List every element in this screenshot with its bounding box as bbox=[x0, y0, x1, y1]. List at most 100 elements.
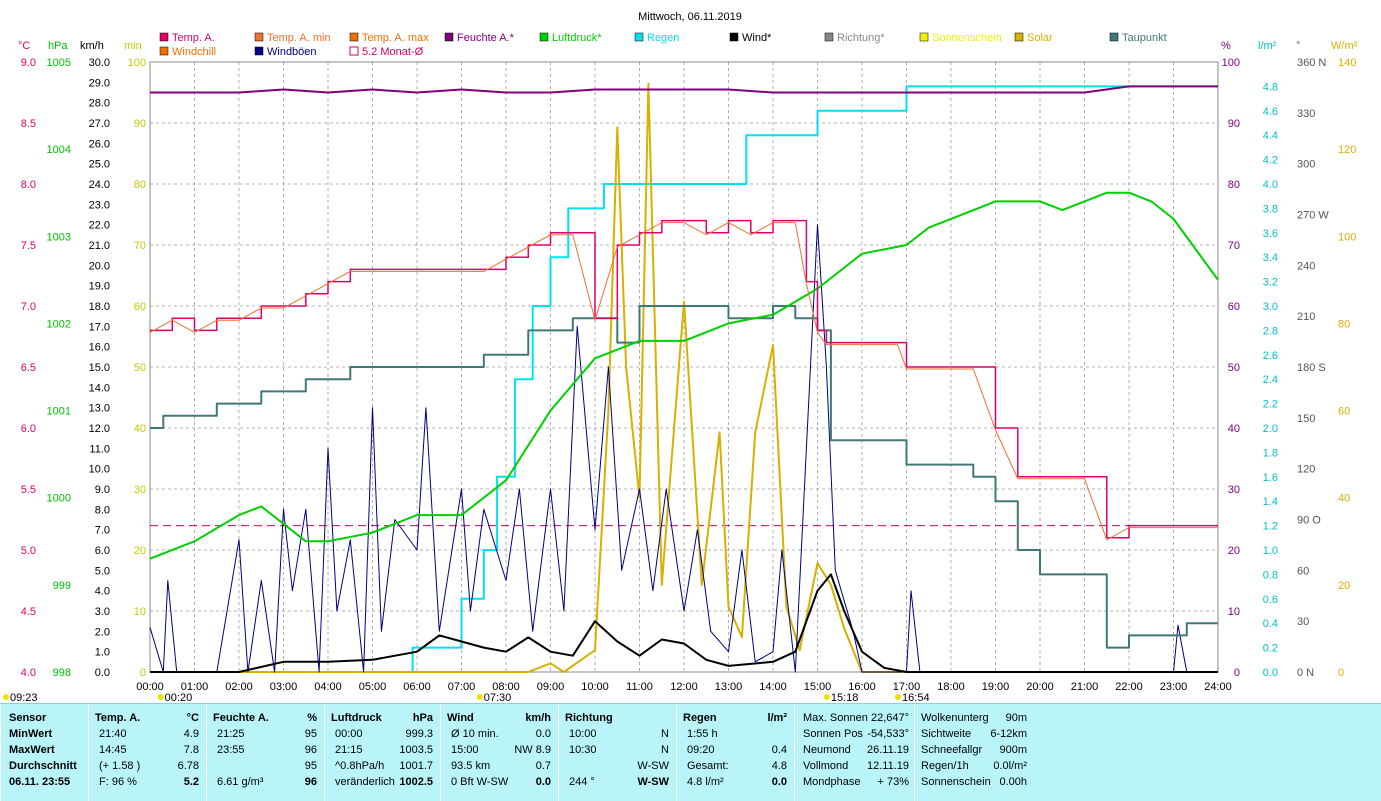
hpa-tick: 1004 bbox=[47, 144, 71, 156]
time-tick: 11:00 bbox=[626, 681, 653, 693]
kmh-tick: 26.0 bbox=[89, 138, 110, 150]
legend-swatch bbox=[824, 32, 834, 42]
min-tick: 10 bbox=[134, 606, 146, 618]
rain-tick: 2.0 bbox=[1263, 423, 1278, 435]
stats-row-label: MinWert bbox=[9, 728, 53, 740]
kmh-tick: 20.0 bbox=[89, 260, 110, 272]
kmh-tick: 3.0 bbox=[95, 606, 110, 618]
sun-icon bbox=[895, 694, 902, 700]
legend-label: Luftdruck* bbox=[552, 32, 602, 44]
min-tick: 90 bbox=[134, 118, 146, 130]
legend-label: 5.2 Monat-Ø bbox=[362, 46, 424, 58]
rain-tick: 4.4 bbox=[1263, 130, 1278, 142]
stats-value: 21:40 bbox=[99, 728, 127, 740]
kmh-tick: 25.0 bbox=[89, 159, 110, 171]
solar-tick: 40 bbox=[1338, 493, 1350, 505]
percent-tick: 0 bbox=[1234, 667, 1240, 679]
stats-value: 12.11.19 bbox=[866, 760, 909, 772]
stats-sonne: Max. Sonnen 22,647° Sonnen Pos -54,533° Neum… bbox=[794, 704, 915, 801]
direction-tick: 30 bbox=[1297, 616, 1309, 628]
stats-wind: Wind km/h Ø 10 min. 0.0 15:00 NW 8.9 93.5 km 0.… bbox=[440, 704, 559, 801]
stats-value: Max. Sonnen bbox=[803, 712, 868, 724]
stats-value: 95 bbox=[304, 728, 317, 740]
stats-value: -54,533° bbox=[867, 728, 909, 740]
rain-tick: 1.4 bbox=[1263, 496, 1278, 508]
kmh-tick: 11.0 bbox=[89, 443, 110, 455]
celsius-tick: 4.5 bbox=[21, 606, 36, 618]
time-tick: 12:00 bbox=[670, 681, 698, 693]
sun-markers: 09:23 00:20 07:30 15:18 16:54 bbox=[3, 692, 930, 703]
time-tick: 05:00 bbox=[359, 681, 387, 693]
legend-label: Temp. A. bbox=[172, 32, 215, 44]
min-tick: 100 bbox=[128, 57, 146, 69]
legend-swatch bbox=[539, 32, 549, 42]
stats-value: 999.3 bbox=[405, 728, 433, 740]
min-tick: 20 bbox=[134, 545, 146, 557]
kmh-tick: 9.0 bbox=[95, 484, 110, 496]
stats-header: Temp. A. bbox=[95, 712, 141, 724]
stats-row-label: MaxWert bbox=[9, 744, 55, 756]
stats-value: 0.0 bbox=[535, 728, 551, 740]
rain-tick: 0.2 bbox=[1263, 643, 1278, 655]
kmh-tick: 4.0 bbox=[95, 586, 110, 598]
unit-wm2: W/m² bbox=[1331, 40, 1358, 52]
time-tick: 24:00 bbox=[1204, 681, 1232, 693]
rain-tick: 2.8 bbox=[1263, 325, 1278, 337]
stats-value: 1001.7 bbox=[399, 760, 433, 772]
stats-header: Sensor bbox=[9, 712, 47, 724]
solar-tick: 20 bbox=[1338, 580, 1350, 592]
solar-tick: 120 bbox=[1338, 144, 1356, 156]
time-tick: 10:00 bbox=[581, 681, 609, 693]
time-tick: 00:00 bbox=[136, 681, 164, 693]
legend-swatch bbox=[1014, 32, 1024, 42]
unit-deg: ° bbox=[1296, 40, 1300, 52]
stats-value: 4.8 l/m² bbox=[687, 776, 724, 788]
rain-tick: 4.2 bbox=[1263, 155, 1278, 167]
sun-time-label: 09:23 bbox=[10, 692, 38, 703]
stats-value: Sonnen Pos bbox=[803, 728, 863, 740]
series-wind bbox=[150, 573, 1218, 673]
axis-units: °C hPa km/h min% l/m² ° W/m² bbox=[18, 40, 1358, 52]
percent-tick: 80 bbox=[1228, 179, 1240, 191]
sun-time-label: 16:54 bbox=[902, 692, 930, 703]
rain-tick: 4.6 bbox=[1263, 106, 1278, 118]
direction-tick: 330 bbox=[1297, 108, 1315, 120]
series-luftdruck bbox=[149, 191, 1219, 560]
unit-min: min bbox=[124, 40, 142, 52]
percent-tick: 30 bbox=[1228, 484, 1240, 496]
rain-tick: 4.0 bbox=[1263, 179, 1278, 191]
kmh-tick: 15.0 bbox=[89, 362, 110, 374]
stats-value: 7.8 bbox=[183, 744, 199, 756]
stats-unit: % bbox=[307, 712, 317, 724]
hpa-tick: 1001 bbox=[47, 406, 71, 418]
direction-tick: 60 bbox=[1297, 565, 1309, 577]
time-tick: 07:00 bbox=[448, 681, 476, 693]
stats-value: 90m bbox=[1005, 712, 1027, 724]
kmh-tick: 23.0 bbox=[89, 199, 110, 211]
rain-tick: 1.2 bbox=[1263, 521, 1278, 533]
solar-tick: 0 bbox=[1338, 667, 1344, 679]
rain-tick: 1.6 bbox=[1263, 472, 1278, 484]
kmh-tick: 7.0 bbox=[95, 525, 110, 537]
axes: 9.08.58.07.57.06.56.05.55.04.54.01005100… bbox=[21, 57, 1357, 693]
legend-label: Taupunkt bbox=[1122, 32, 1167, 44]
stats-unit: °C bbox=[186, 712, 199, 724]
time-tick: 04:00 bbox=[314, 681, 342, 693]
direction-tick: 270 W bbox=[1297, 210, 1329, 222]
celsius-tick: 5.0 bbox=[21, 545, 36, 557]
hpa-tick: 1005 bbox=[47, 57, 71, 69]
rain-tick: 0.6 bbox=[1263, 594, 1278, 606]
rain-tick: 3.4 bbox=[1263, 252, 1278, 264]
solar-tick: 60 bbox=[1338, 406, 1350, 418]
direction-tick: 90 O bbox=[1297, 515, 1321, 527]
direction-tick: 150 bbox=[1297, 413, 1315, 425]
time-tick: 08:00 bbox=[492, 681, 520, 693]
stats-value: 4.9 bbox=[183, 728, 199, 740]
min-tick: 80 bbox=[134, 179, 146, 191]
stats-value: 0.00h bbox=[999, 776, 1027, 788]
time-tick: 02:00 bbox=[225, 681, 253, 693]
rain-tick: 1.0 bbox=[1263, 545, 1278, 557]
direction-tick: 360 N bbox=[1297, 57, 1326, 69]
kmh-tick: 28.0 bbox=[89, 98, 110, 110]
rain-tick: 2.6 bbox=[1263, 350, 1278, 362]
